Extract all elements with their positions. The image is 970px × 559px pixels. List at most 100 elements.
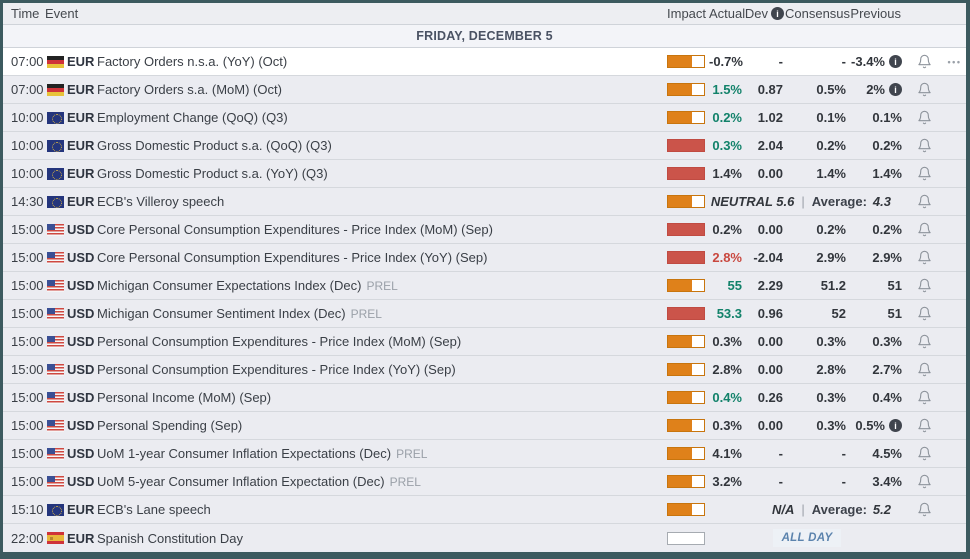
deviation-value: 0.00 [757, 166, 783, 181]
table-row[interactable]: 07:00 EUR Factory Orders s.a. (MoM) (Oct… [3, 76, 966, 104]
table-row[interactable]: 15:00 USD Michigan Consumer Expectations… [3, 272, 966, 300]
table-row[interactable]: 10:00 EUR Employment Change (QoQ) (Q3) 0… [3, 104, 966, 132]
alert-bell-icon[interactable] [905, 390, 943, 405]
table-row[interactable]: 15:00 USD Personal Income (MoM) (Sep) 0.… [3, 384, 966, 412]
us-flag-icon [43, 279, 67, 292]
row-menu-icon[interactable]: ••• [947, 56, 962, 67]
deviation-value: 0.00 [757, 222, 783, 237]
table-row[interactable]: 15:00 USD Personal Consumption Expenditu… [3, 328, 966, 356]
table-row[interactable]: 15:00 USD Michigan Consumer Sentiment In… [3, 300, 966, 328]
deviation-value: 2.29 [757, 278, 783, 293]
previous-text: 2% [866, 82, 885, 97]
info-icon[interactable]: i [889, 83, 902, 96]
event-name[interactable]: Core Personal Consumption Expenditures -… [97, 222, 493, 237]
impact-meter [663, 111, 709, 124]
alert-bell-icon[interactable] [905, 166, 943, 181]
alert-bell-icon[interactable] [905, 222, 943, 237]
alert-bell-icon[interactable] [905, 502, 943, 517]
previous-value: 2.7% [849, 362, 905, 377]
info-icon[interactable]: i [889, 419, 902, 432]
preliminary-badge: PREL [350, 307, 382, 321]
eu-flag-icon [43, 139, 67, 152]
event-name[interactable]: Personal Spending (Sep) [97, 418, 243, 433]
currency-code: USD [67, 250, 95, 265]
actual-value: 53.3 [716, 306, 742, 321]
event-time: 15:10 [11, 502, 44, 517]
speech-value: N/A [771, 502, 795, 517]
currency-code: USD [67, 390, 95, 405]
event-name[interactable]: ECB's Lane speech [97, 502, 211, 517]
event-name[interactable]: UoM 5-year Consumer Inflation Expectatio… [97, 474, 421, 489]
event-name[interactable]: Personal Consumption Expenditures - Pric… [97, 362, 456, 377]
currency-code: EUR [67, 530, 95, 546]
alert-bell-icon[interactable] [905, 54, 943, 69]
event-time: 15:00 [11, 334, 44, 349]
col-header-impact[interactable]: Impact [667, 6, 707, 21]
table-row[interactable]: 14:30 EUR ECB's Villeroy speech NEUTRAL … [3, 188, 966, 216]
event-name[interactable]: Gross Domestic Product s.a. (YoY) (Q3) [97, 166, 328, 181]
actual-value: 1.5% [712, 82, 742, 97]
table-row[interactable]: 15:00 USD UoM 5-year Consumer Inflation … [3, 468, 966, 496]
info-icon[interactable]: i [771, 7, 784, 20]
col-header-consensus[interactable]: Consensus [785, 6, 851, 21]
table-row[interactable]: 15:00 USD Personal Consumption Expenditu… [3, 356, 966, 384]
event-name[interactable]: UoM 1-year Consumer Inflation Expectatio… [97, 446, 428, 461]
impact-meter [663, 195, 709, 208]
info-icon[interactable]: i [889, 55, 902, 68]
event-name[interactable]: Michigan Consumer Sentiment Index (Dec) P… [97, 306, 382, 321]
alert-bell-icon[interactable] [905, 474, 943, 489]
alert-bell-icon[interactable] [905, 194, 943, 209]
col-header-dev[interactable]: Dev i [743, 6, 785, 21]
previous-text: 0.2% [872, 138, 902, 153]
event-name[interactable]: Michigan Consumer Expectations Index (De… [97, 278, 398, 293]
currency-code: EUR [67, 54, 95, 69]
col-header-time[interactable]: Time [11, 6, 40, 21]
deviation-value: 1.02 [757, 110, 783, 125]
average-label: Average: [811, 194, 867, 209]
event-name[interactable]: Factory Orders n.s.a. (YoY) (Oct) [97, 54, 288, 69]
table-row[interactable]: 22:00 EUR Spanish Constitution Day ALL D… [3, 524, 966, 552]
actual-value: 0.3% [712, 418, 742, 433]
alert-bell-icon[interactable] [905, 278, 943, 293]
currency-code: EUR [67, 166, 95, 181]
alert-bell-icon[interactable] [905, 82, 943, 97]
table-row[interactable]: 15:00 USD Core Personal Consumption Expe… [3, 216, 966, 244]
table-row[interactable]: 07:00 EUR Factory Orders n.s.a. (YoY) (O… [3, 48, 966, 76]
consensus-value: 2.9% [816, 250, 846, 265]
table-row[interactable]: 15:00 USD Core Personal Consumption Expe… [3, 244, 966, 272]
event-name[interactable]: Personal Consumption Expenditures - Pric… [97, 334, 462, 349]
previous-value: 51 [849, 278, 905, 293]
table-row[interactable]: 10:00 EUR Gross Domestic Product s.a. (Q… [3, 132, 966, 160]
table-row[interactable]: 10:00 EUR Gross Domestic Product s.a. (Y… [3, 160, 966, 188]
preliminary-badge: PREL [396, 447, 428, 461]
table-row[interactable]: 15:00 USD UoM 1-year Consumer Inflation … [3, 440, 966, 468]
previous-text: 2.7% [872, 362, 902, 377]
event-name[interactable]: ECB's Villeroy speech [97, 194, 225, 209]
actual-value: 0.3% [712, 138, 742, 153]
alert-bell-icon[interactable] [905, 446, 943, 461]
event-name[interactable]: Factory Orders s.a. (MoM) (Oct) [97, 82, 282, 97]
event-name[interactable]: Personal Income (MoM) (Sep) [97, 390, 272, 405]
alert-bell-icon[interactable] [905, 110, 943, 125]
table-row[interactable]: 15:10 EUR ECB's Lane speech N/A | Average:… [3, 496, 966, 524]
event-name[interactable]: Spanish Constitution Day [97, 530, 243, 546]
table-row[interactable]: 15:00 USD Personal Spending (Sep) 0.3% 0… [3, 412, 966, 440]
alert-bell-icon[interactable] [905, 250, 943, 265]
alert-bell-icon[interactable] [905, 362, 943, 377]
event-name[interactable]: Core Personal Consumption Expenditures -… [97, 250, 488, 265]
col-header-actual[interactable]: Actual [709, 6, 746, 21]
alert-bell-icon[interactable] [905, 306, 943, 321]
alert-bell-icon[interactable] [905, 138, 943, 153]
deviation-value: 0.26 [757, 390, 783, 405]
event-name[interactable]: Gross Domestic Product s.a. (QoQ) (Q3) [97, 138, 332, 153]
alert-bell-icon[interactable] [905, 418, 943, 433]
col-header-previous[interactable]: Previous [850, 6, 901, 21]
alert-bell-icon[interactable] [905, 334, 943, 349]
currency-code: USD [67, 418, 95, 433]
col-header-event[interactable]: Event [45, 6, 79, 21]
event-name[interactable]: Employment Change (QoQ) (Q3) [97, 110, 288, 125]
currency-code: EUR [67, 194, 95, 209]
previous-value: -3.4% i [849, 54, 905, 69]
deviation-value: 2.04 [757, 138, 783, 153]
